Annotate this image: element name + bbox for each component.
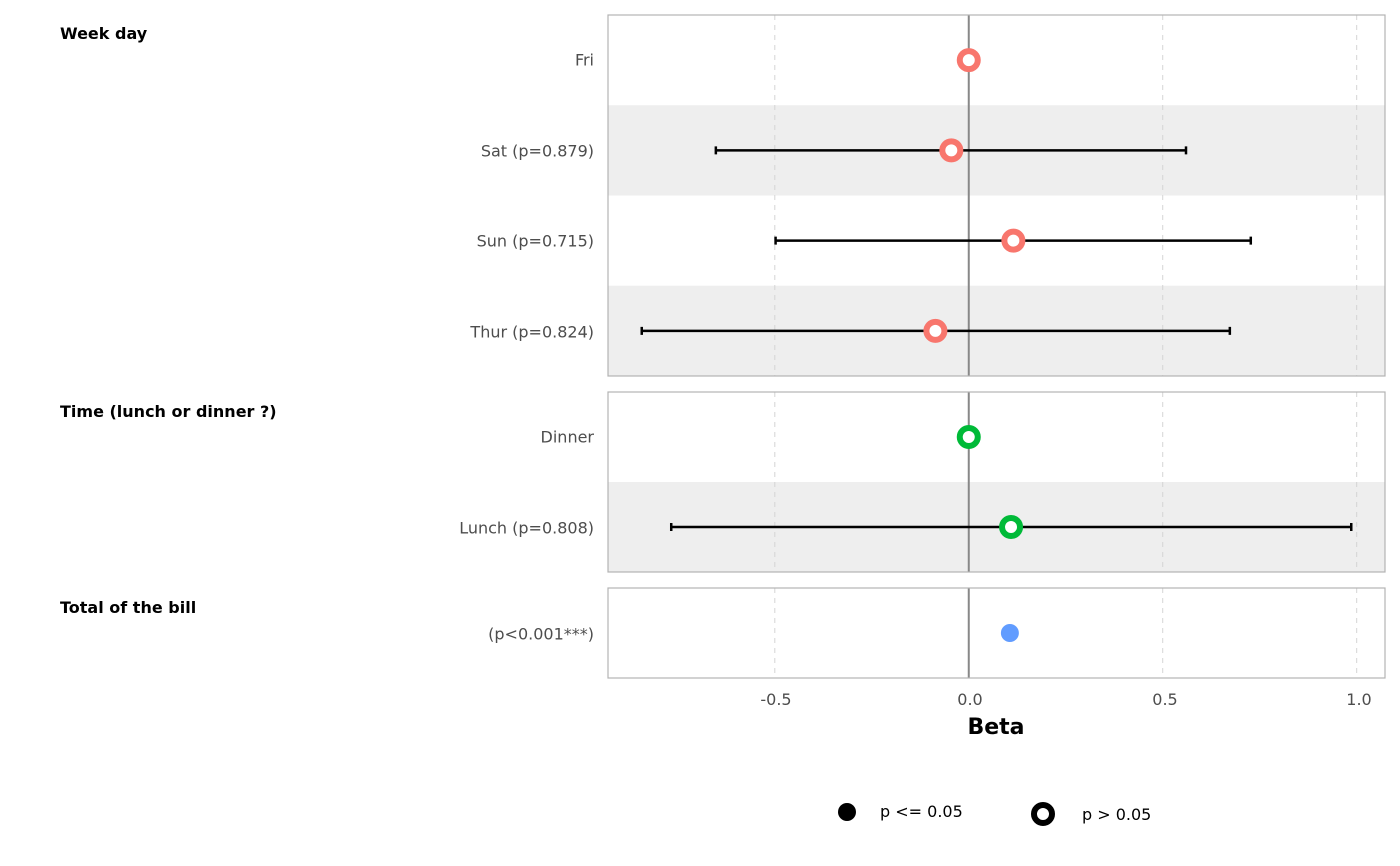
point-estimate	[1001, 228, 1026, 253]
point-estimate	[956, 425, 981, 449]
point-estimate	[923, 318, 948, 343]
point-estimate	[999, 515, 1024, 539]
legend-item-significant: p <= 0.05	[838, 802, 963, 821]
legend-label: p > 0.05	[1082, 804, 1152, 824]
point-estimate	[1000, 624, 1019, 642]
row-label-thur: Thur (p=0.824)	[470, 322, 594, 342]
group-title-week-day: Week day	[60, 24, 148, 43]
legend-label: p <= 0.05	[880, 802, 963, 821]
x-tick-label: -0.5	[760, 690, 792, 709]
panel-border	[607, 587, 1386, 679]
x-tick-label: 0.5	[1152, 690, 1178, 709]
point-estimate	[939, 138, 964, 163]
panel-border	[607, 14, 1386, 377]
row-label-dinner: Dinner	[540, 427, 594, 447]
panel-background	[608, 588, 1385, 678]
row-label-sun: Sun (p=0.715)	[476, 231, 594, 251]
row-label-total-bill: (p<0.001***)	[488, 624, 594, 644]
hollow-circle-icon	[1031, 802, 1055, 826]
x-axis-title: Beta	[967, 715, 1025, 740]
group-title-total-bill: Total of the bill	[60, 598, 197, 617]
x-tick-label: 1.0	[1346, 690, 1372, 709]
row-label-fri: Fri	[574, 50, 594, 70]
x-tick-label: 0.0	[957, 690, 983, 709]
legend-item-not-significant: p > 0.05	[1031, 802, 1151, 826]
filled-circle-icon	[838, 802, 856, 821]
point-estimate	[956, 48, 981, 73]
panel-border	[607, 391, 1386, 573]
group-title-time: Time (lunch or dinner ?)	[60, 402, 277, 421]
row-label-lunch: Lunch (p=0.808)	[459, 518, 594, 538]
row-label-sat: Sat (p=0.879)	[480, 141, 594, 161]
